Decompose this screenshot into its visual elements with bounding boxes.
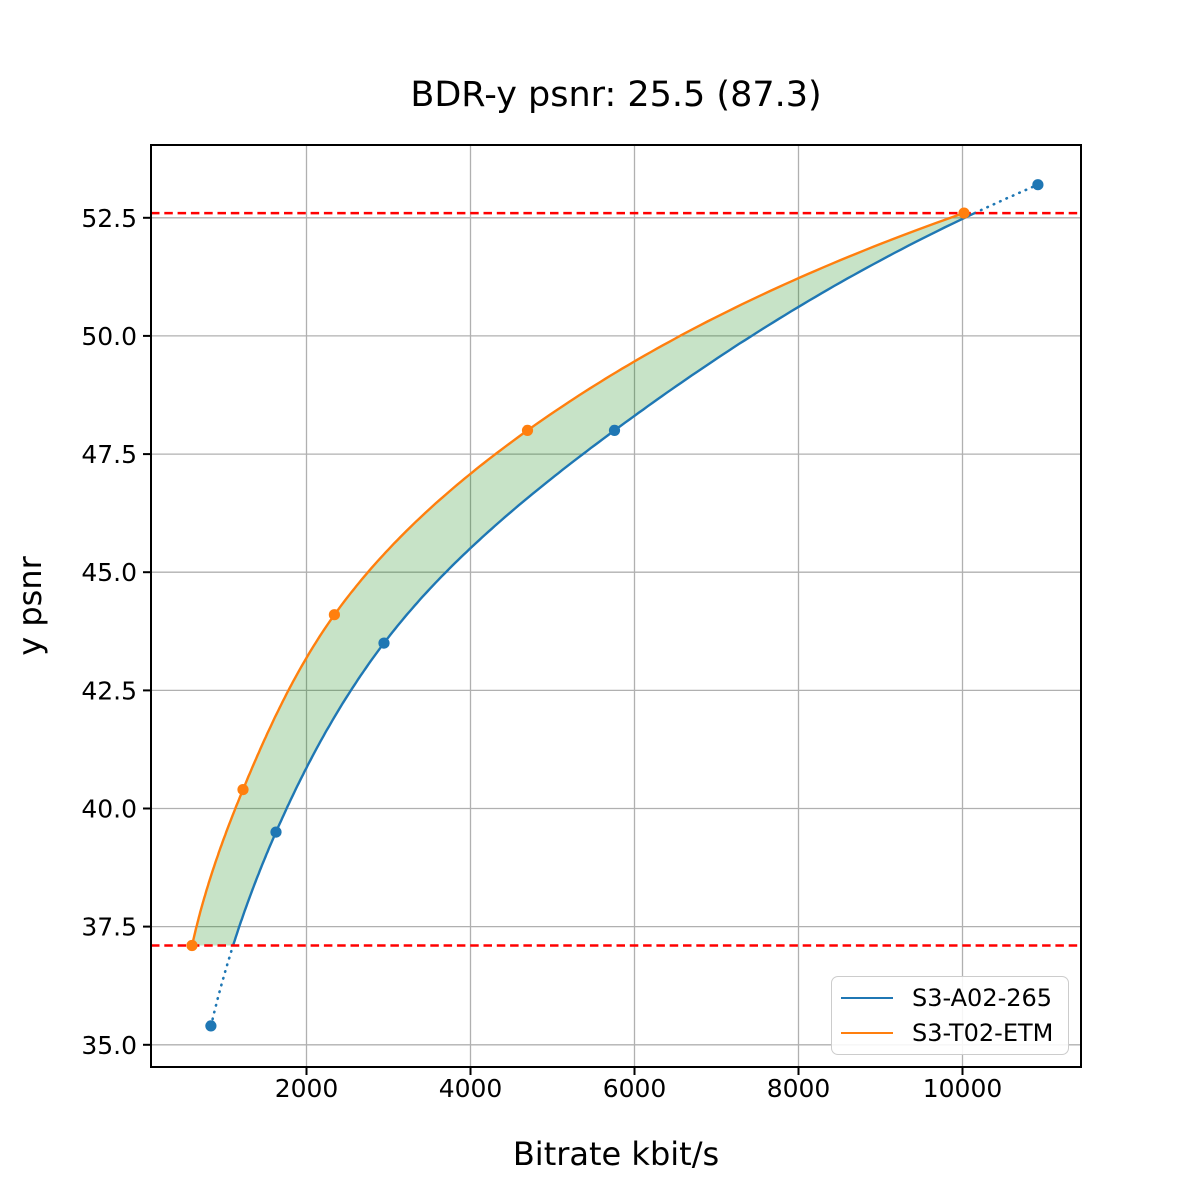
- legend: S3-A02-265 S3-T02-ETM: [831, 976, 1069, 1055]
- data-point-s3-t02-etm: [521, 424, 534, 436]
- bd-rate-shaded-area: [192, 213, 975, 946]
- data-point-s3-a02-265: [608, 424, 621, 436]
- x-tick-label: 10000: [923, 1074, 1003, 1103]
- y-tick-label: 40.0: [81, 794, 137, 823]
- legend-label: S3-T02-ETM: [912, 1018, 1054, 1047]
- y-tick-label: 45.0: [81, 558, 137, 587]
- layer-markers: [186, 179, 1044, 1032]
- x-tick-label: 2000: [275, 1074, 339, 1103]
- y-tick-label: 35.0: [81, 1031, 137, 1060]
- layer-fill: [192, 213, 975, 946]
- x-tick-label: 6000: [603, 1074, 667, 1103]
- y-tick-label: 42.5: [81, 676, 137, 705]
- legend-item: S3-A02-265: [832, 985, 1068, 1011]
- plot-border: [150, 144, 1082, 1068]
- layer-grid: [151, 145, 1081, 1067]
- x-tick-label: 4000: [439, 1074, 503, 1103]
- y-tick-label: 47.5: [81, 440, 137, 469]
- data-point-s3-a02-265: [205, 1020, 217, 1032]
- legend-line-sample-icon: [841, 997, 893, 1000]
- data-point-s3-t02-etm: [186, 939, 198, 952]
- series-line-dotted-s3-a02-265: [973, 183, 1040, 215]
- data-point-s3-a02-265: [378, 637, 390, 649]
- y-axis-label: y psnr: [11, 556, 49, 656]
- series-line-dotted-s3-a02-265: [209, 944, 235, 1028]
- legend-line-sample-icon: [841, 1031, 893, 1034]
- data-point-s3-t02-etm: [328, 609, 340, 621]
- y-tick-label: 52.5: [81, 204, 137, 233]
- layer-ticklabels: 2000 4000 6000 8000 10000 35.0 37.5 40.0 42.5 45.…: [81, 204, 1002, 1103]
- data-point-s3-t02-etm: [958, 207, 970, 219]
- layer-series: [190, 183, 1040, 1028]
- legend-item: S3-T02-ETM: [832, 1018, 1068, 1047]
- layer-axes: [143, 144, 1082, 1075]
- y-tick-label: 50.0: [81, 322, 137, 351]
- data-point-s3-a02-265: [1032, 179, 1044, 191]
- y-tick-label: 37.5: [81, 913, 137, 942]
- series-line-s3-a02-265: [231, 212, 976, 946]
- chart-title: BDR-y psnr: 25.5 (87.3): [410, 75, 822, 115]
- layer-hlines: [151, 211, 1081, 947]
- legend-label: S3-A02-265: [912, 984, 1053, 1013]
- series-line-s3-t02-etm: [190, 211, 965, 946]
- data-point-s3-t02-etm: [237, 784, 249, 796]
- data-point-s3-a02-265: [270, 826, 282, 838]
- x-tick-label: 8000: [767, 1074, 831, 1103]
- x-axis-label: Bitrate kbit/s: [512, 1135, 720, 1173]
